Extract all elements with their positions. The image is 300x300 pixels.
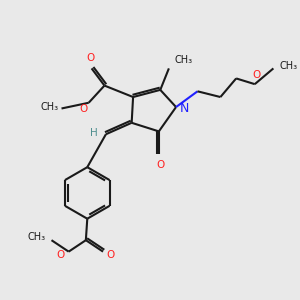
Text: O: O xyxy=(106,250,114,260)
Text: H: H xyxy=(90,128,97,138)
Text: CH₃: CH₃ xyxy=(40,102,59,112)
Text: O: O xyxy=(156,160,164,170)
Text: O: O xyxy=(79,104,87,114)
Text: CH₃: CH₃ xyxy=(28,232,46,242)
Text: O: O xyxy=(252,70,260,80)
Text: N: N xyxy=(179,102,189,115)
Text: O: O xyxy=(56,250,64,260)
Text: O: O xyxy=(86,53,94,63)
Text: CH₃: CH₃ xyxy=(280,61,298,70)
Text: CH₃: CH₃ xyxy=(175,55,193,65)
